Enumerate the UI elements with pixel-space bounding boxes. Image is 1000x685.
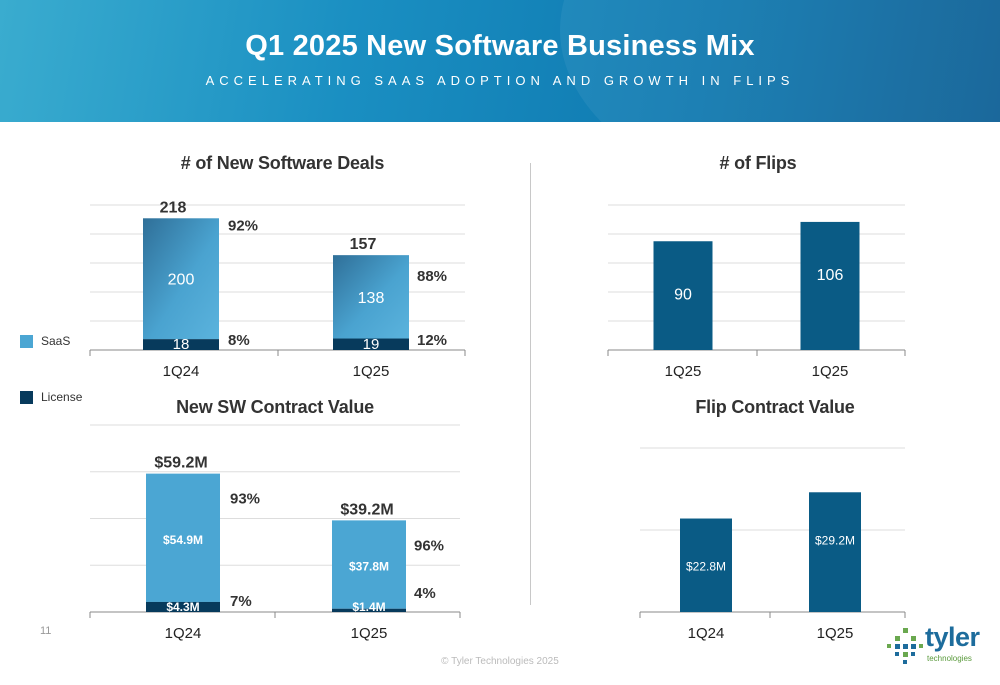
legend-license-swatch (20, 390, 33, 404)
bar-saas (146, 473, 220, 602)
pct-label-saas: 96% (414, 537, 444, 554)
logo-subtext: technologies (927, 654, 972, 663)
chart-title-flips: # of Flips (719, 153, 797, 173)
data-label-license: $1.4M (352, 600, 385, 614)
page-number: 11 (40, 625, 52, 637)
data-label: 106 (817, 267, 844, 284)
legend-license: License (20, 390, 82, 404)
data-label-saas: $54.9M (163, 533, 203, 547)
data-label-license: 19 (363, 336, 380, 353)
bar-saas (143, 218, 219, 340)
data-label-license: 18 (173, 336, 190, 353)
data-label-total: 218 (160, 199, 187, 216)
x-tick-label: 1Q25 (665, 363, 702, 380)
data-label: 90 (674, 286, 692, 303)
pct-label-saas: 88% (417, 268, 447, 285)
x-tick-label: 1Q25 (812, 363, 849, 380)
chart-title-flipvalue: Flip Contract Value (695, 397, 855, 417)
x-tick-label: 1Q25 (351, 625, 388, 642)
x-tick-label: 1Q25 (353, 363, 390, 380)
data-label: $29.2M (815, 533, 855, 547)
bar-saas (333, 255, 409, 339)
tyler-logo-mark (887, 628, 923, 664)
data-label-saas: 138 (358, 290, 385, 307)
data-label-saas: $37.8M (349, 560, 389, 574)
logo-text: tyler (925, 622, 980, 652)
legend-saas-label: SaaS (41, 334, 71, 348)
bar-flip (809, 492, 861, 612)
data-label: $22.8M (686, 560, 726, 574)
x-tick-label: 1Q24 (165, 625, 202, 642)
data-label-total: 157 (350, 236, 377, 253)
bar-flip (680, 518, 732, 612)
x-tick-label: 1Q24 (163, 363, 200, 380)
pct-label-license: 8% (228, 332, 250, 349)
bar-license (146, 601, 220, 612)
data-label-license: $4.3M (166, 600, 199, 614)
chart-title-deals: # of New Software Deals (180, 153, 385, 173)
bar-license (333, 338, 409, 350)
chart-title-value: New SW Contract Value (176, 397, 374, 417)
legend-saas-swatch (20, 334, 33, 348)
legend-saas: SaaS (20, 334, 70, 348)
x-tick-label: 1Q25 (817, 625, 854, 642)
data-label-total: $39.2M (340, 501, 393, 518)
x-tick-label: 1Q24 (688, 625, 725, 642)
pct-label-saas: 93% (230, 491, 260, 508)
bar-saas (332, 520, 406, 609)
bar-flip (800, 221, 860, 350)
data-label-saas: 200 (168, 272, 195, 289)
data-label-total: $59.2M (154, 455, 207, 472)
pct-label-license: 12% (417, 332, 447, 349)
tyler-logo: tyler technologies (885, 622, 990, 670)
pct-label-license: 4% (414, 585, 436, 602)
pct-label-saas: 92% (228, 217, 258, 234)
header-banner: Q1 2025 New Software Business Mix ACCELE… (0, 0, 1000, 122)
vertical-divider (530, 163, 531, 605)
bar-flip (653, 241, 713, 350)
bar-license (332, 608, 406, 612)
copyright: © Tyler Technologies 2025 (441, 656, 559, 667)
legend-license-label: License (41, 390, 83, 404)
pct-label-license: 7% (230, 593, 252, 610)
bar-license (143, 339, 219, 350)
